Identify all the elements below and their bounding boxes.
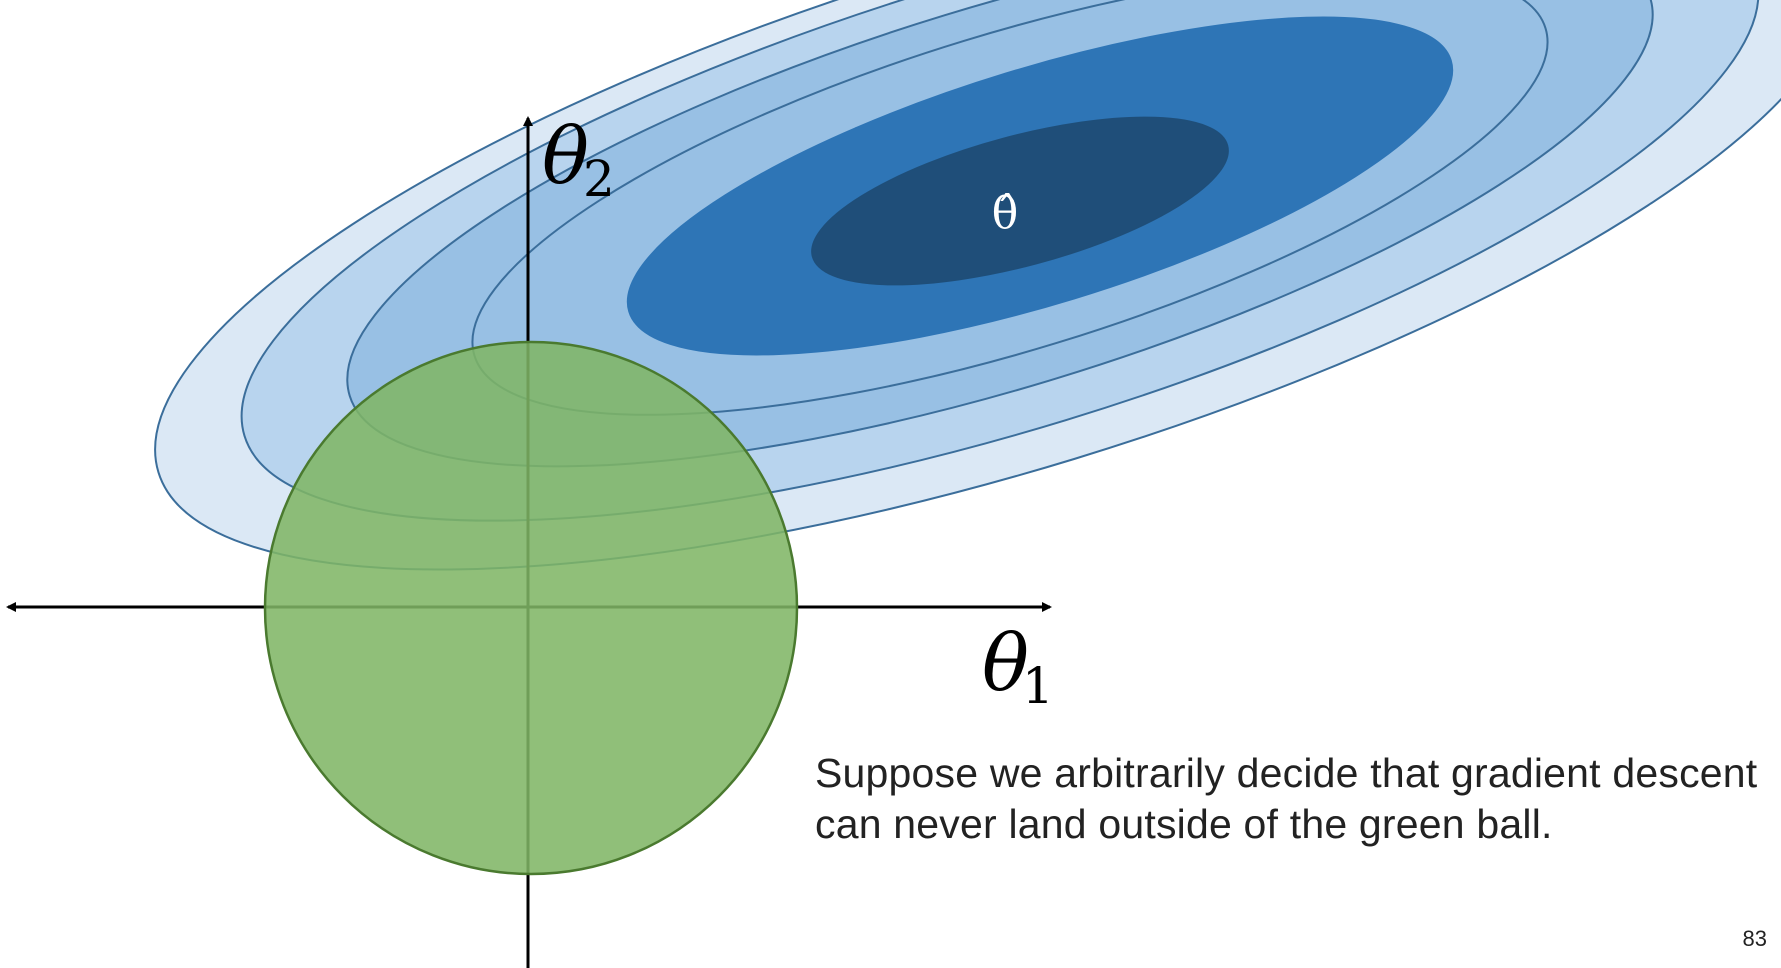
theta-hat-label: θ̂ [992, 188, 1019, 239]
caption: Suppose we arbitrarily decide that gradi… [815, 748, 1775, 850]
caption-line-1: Suppose we arbitrarily decide that gradi… [815, 750, 1758, 796]
page-number: 83 [1742, 926, 1767, 951]
contour-level-5 [811, 116, 1229, 286]
theta1-label-subscript: 1 [1022, 657, 1054, 715]
green-ball [263, 340, 799, 876]
theta2-label-base: θ [542, 112, 589, 202]
theta1-label: θ 1 [982, 619, 1054, 715]
theta1-label-base: θ [982, 619, 1029, 709]
theta2-label-subscript: 2 [583, 150, 615, 208]
caption-line-2: can never land outside of the green ball… [815, 801, 1553, 847]
theta2-label: θ 2 [542, 112, 615, 208]
